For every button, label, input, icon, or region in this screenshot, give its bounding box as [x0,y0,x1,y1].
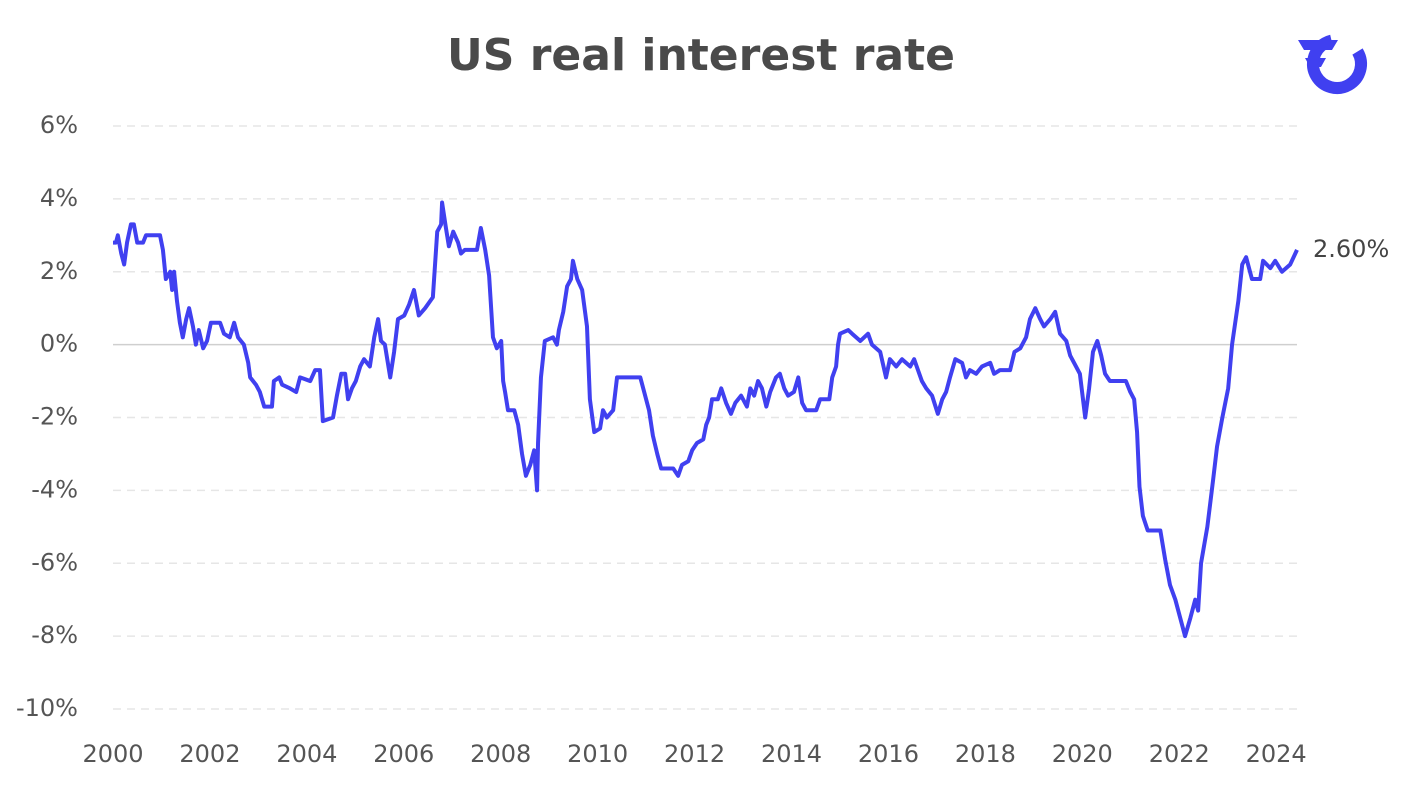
x-tick-label: 2008 [470,740,531,768]
end-annotation: 2.60% [1313,235,1389,263]
x-tick-label: 2014 [761,740,822,768]
logo-ring [1307,34,1367,94]
logo [1298,34,1367,94]
y-tick-label: 0% [40,330,78,358]
data-line [113,200,1299,639]
x-tick-label: 2016 [858,740,919,768]
y-tick-label: -8% [31,621,78,649]
y-tick-label: 2% [40,257,78,285]
y-tick-label: -10% [16,694,78,722]
x-tick-label: 2002 [179,740,240,768]
y-tick-label: -6% [31,548,78,576]
y-tick-label: 4% [40,184,78,212]
x-tick-label: 2020 [1052,740,1113,768]
x-tick-label: 2006 [373,740,434,768]
chart-title: US real interest rate [447,30,955,81]
x-tick-label: 2004 [276,740,337,768]
y-tick-label: -4% [31,475,78,503]
x-tick-label: 2024 [1246,740,1307,768]
x-tick-label: 2022 [1149,740,1210,768]
x-tick-label: 2000 [82,740,143,768]
x-tick-label: 2010 [567,740,628,768]
x-tick-label: 2012 [664,740,725,768]
y-tick-label: 6% [40,111,78,139]
y-tick-label: -2% [31,403,78,431]
x-tick-label: 2018 [955,740,1016,768]
